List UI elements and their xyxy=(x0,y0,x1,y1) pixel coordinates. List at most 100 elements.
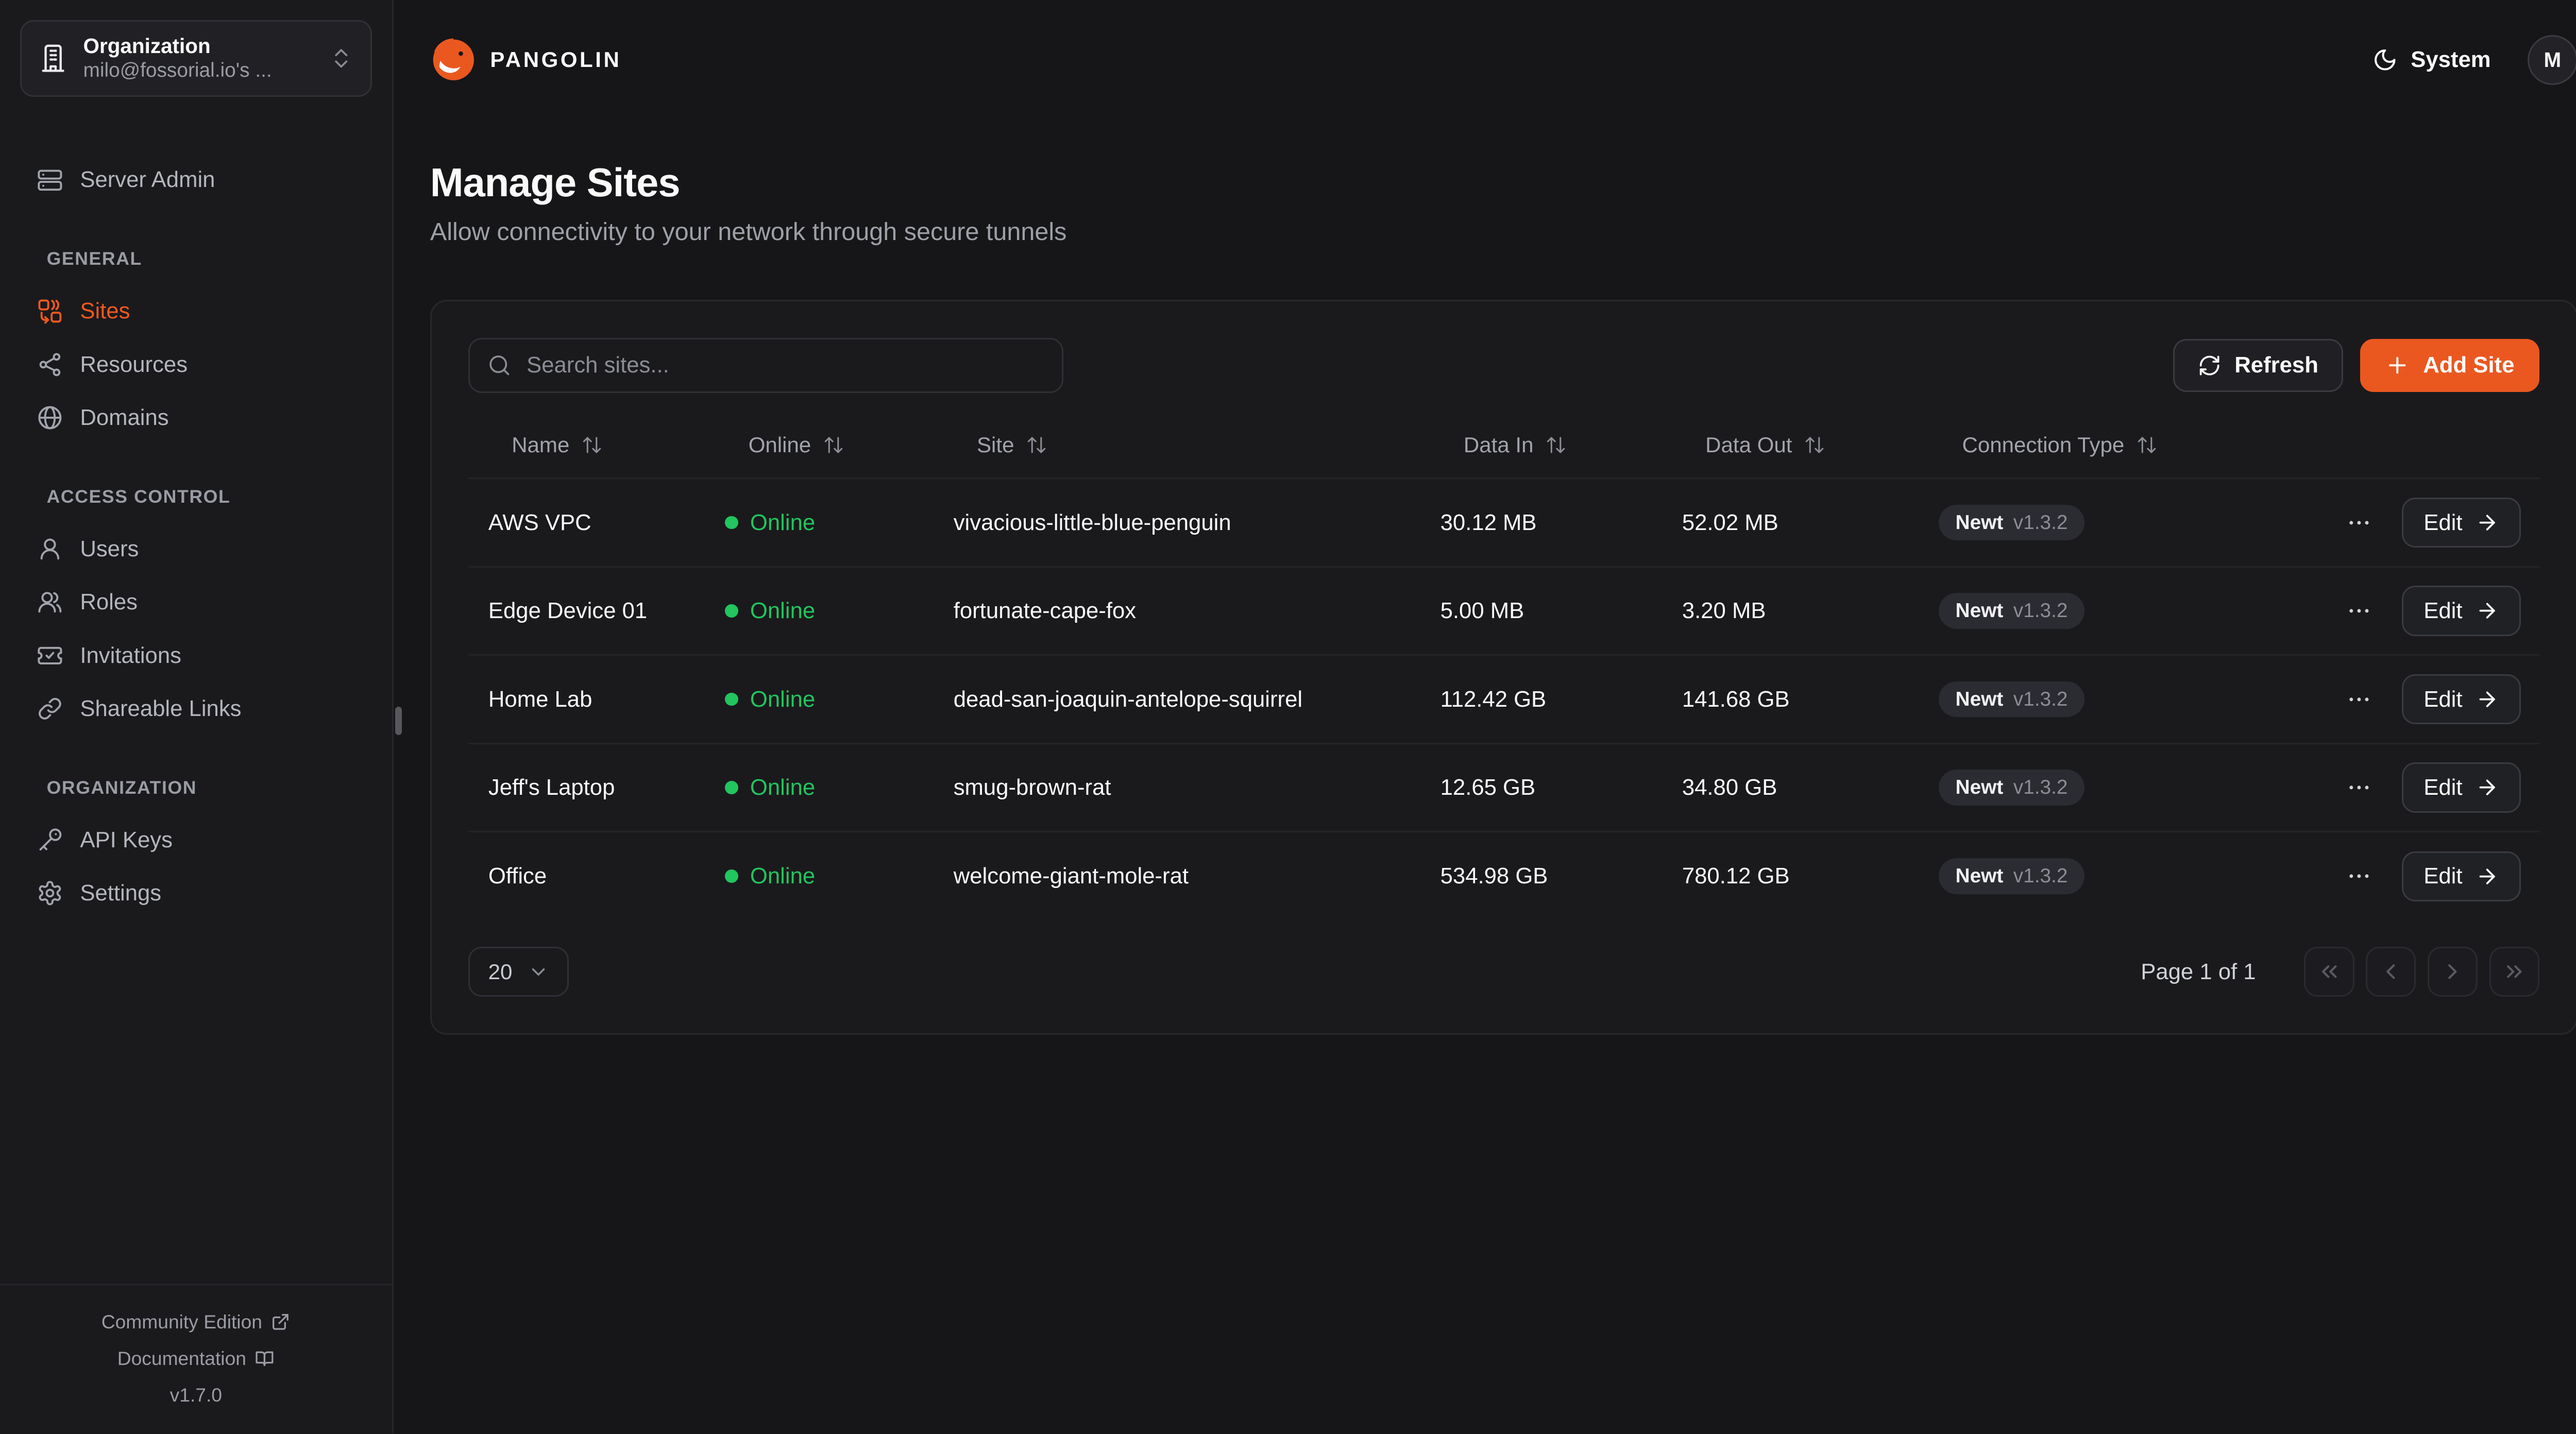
actions-cell: Edit xyxy=(2318,566,2541,655)
page-header: Manage Sites Allow connectivity to your … xyxy=(394,120,2576,246)
sort-icon xyxy=(581,434,603,456)
row-menu-button[interactable] xyxy=(2339,499,2379,546)
status-label: Online xyxy=(750,775,816,800)
sites-table-body: AWS VPC Online vivacious-little-blue-pengu… xyxy=(468,477,2541,920)
key-icon xyxy=(37,827,63,853)
sort-icon xyxy=(2136,434,2158,456)
page-size-select[interactable]: 20 xyxy=(468,947,569,997)
sidebar-item-invitations[interactable]: Invitations xyxy=(20,629,372,682)
edit-label: Edit xyxy=(2424,686,2463,712)
online-dot-icon xyxy=(725,869,739,883)
sidebar-item-server-admin[interactable]: Server Admin xyxy=(20,153,372,207)
sidebar-item-shareable-links[interactable]: Shareable Links xyxy=(20,682,372,736)
row-menu-button[interactable] xyxy=(2339,588,2379,635)
data-in-cell: 12.65 GB xyxy=(1420,742,1663,832)
first-page-button[interactable] xyxy=(2304,947,2354,997)
sidebar-item-api-keys[interactable]: API Keys xyxy=(20,813,372,867)
next-page-button[interactable] xyxy=(2427,947,2478,997)
sort-online-button[interactable]: Online xyxy=(749,433,844,457)
link-icon xyxy=(37,695,63,722)
org-switcher-label: Organization xyxy=(83,33,211,58)
actions-cell: Edit xyxy=(2318,654,2541,744)
ellipsis-icon xyxy=(2346,686,2372,713)
server-icon xyxy=(37,167,63,194)
edit-button[interactable]: Edit xyxy=(2402,497,2521,548)
chevrons-right-icon xyxy=(2502,959,2527,984)
online-dot-icon xyxy=(725,692,739,706)
connection-version: v1.3.2 xyxy=(2013,776,2068,799)
sort-name-button[interactable]: Name xyxy=(512,433,603,457)
search-input[interactable] xyxy=(468,338,1064,393)
row-menu-button[interactable] xyxy=(2339,764,2379,811)
sidebar-item-label: Settings xyxy=(80,880,162,906)
data-in-cell: 534.98 GB xyxy=(1420,831,1663,920)
site-id-cell: fortunate-cape-fox xyxy=(933,566,1420,655)
data-in-cell: 5.00 MB xyxy=(1420,566,1663,655)
nav-section-access-control: ACCESS CONTROL xyxy=(46,486,231,507)
org-switcher[interactable]: Organization milo@fossorial.io's ... xyxy=(20,20,372,97)
site-status-cell: Online xyxy=(705,742,934,832)
user-avatar[interactable]: M xyxy=(2527,35,2576,86)
community-edition-link[interactable]: Community Edition xyxy=(0,1304,392,1340)
sidebar-item-sites[interactable]: Sites xyxy=(20,284,372,338)
previous-page-button[interactable] xyxy=(2366,947,2416,997)
pangolin-logo-icon xyxy=(433,38,474,81)
combine-icon xyxy=(37,298,63,325)
site-status-cell: Online xyxy=(705,654,934,744)
row-menu-button[interactable] xyxy=(2339,853,2379,900)
table-row: Jeff's Laptop Online smug-brown-rat 12.65 G… xyxy=(468,742,2541,832)
edit-button[interactable]: Edit xyxy=(2402,851,2521,901)
edit-label: Edit xyxy=(2424,863,2463,889)
connection-badge: Newt v1.3.2 xyxy=(1939,593,2084,629)
brand[interactable]: PANGOLIN xyxy=(430,37,622,83)
users-icon xyxy=(37,589,63,616)
chevrons-up-down-icon xyxy=(329,46,354,71)
add-site-button[interactable]: Add Site xyxy=(2360,338,2539,392)
pagination-controls: Page 1 of 1 xyxy=(2141,947,2539,997)
sort-data-out-button[interactable]: Data Out xyxy=(1705,433,1825,457)
sort-site-button[interactable]: Site xyxy=(977,433,1047,457)
sort-data-in-button[interactable]: Data In xyxy=(1464,433,1567,457)
edit-button[interactable]: Edit xyxy=(2402,762,2521,813)
site-id-cell: welcome-giant-mole-rat xyxy=(933,831,1420,920)
table-row: Home Lab Online dead-san-joaquin-antelope-… xyxy=(468,654,2541,744)
connection-type-cell: Newt v1.3.2 xyxy=(1919,477,2319,567)
last-page-button[interactable] xyxy=(2489,947,2539,997)
connection-name: Newt xyxy=(1955,511,2004,534)
sort-icon xyxy=(1804,434,1825,456)
sidebar-item-label: API Keys xyxy=(80,827,173,852)
sidebar-item-roles[interactable]: Roles xyxy=(20,575,372,629)
sidebar-item-resources[interactable]: Resources xyxy=(20,338,372,391)
edit-button[interactable]: Edit xyxy=(2402,674,2521,725)
documentation-link[interactable]: Documentation xyxy=(0,1340,392,1377)
column-header: Data Out xyxy=(1705,433,1792,457)
refresh-button[interactable]: Refresh xyxy=(2173,338,2344,392)
online-dot-icon xyxy=(725,604,739,618)
status-badge: Online xyxy=(725,510,934,536)
site-status-cell: Online xyxy=(705,566,934,655)
sort-connection-type-button[interactable]: Connection Type xyxy=(1962,433,2158,457)
connection-version: v1.3.2 xyxy=(2013,600,2068,622)
row-actions: Edit xyxy=(2339,497,2541,548)
community-edition-label: Community Edition xyxy=(101,1310,262,1333)
site-name-cell: Office xyxy=(468,831,705,920)
online-dot-icon xyxy=(725,516,739,530)
sidebar-item-domains[interactable]: Domains xyxy=(20,391,372,445)
connection-name: Newt xyxy=(1955,865,2004,887)
edit-button[interactable]: Edit xyxy=(2402,586,2521,636)
row-menu-button[interactable] xyxy=(2339,676,2379,723)
site-id-cell: vivacious-little-blue-penguin xyxy=(933,477,1420,567)
theme-toggle[interactable]: System xyxy=(2372,47,2491,73)
table-header-row: Name Online Site Data In Data Out Connec… xyxy=(468,416,2540,479)
page-info: Page 1 of 1 xyxy=(2141,959,2256,984)
status-label: Online xyxy=(750,863,816,889)
site-name-cell: Jeff's Laptop xyxy=(468,742,705,832)
sidebar-item-users[interactable]: Users xyxy=(20,522,372,576)
plus-icon xyxy=(2385,353,2410,378)
sidebar-item-settings[interactable]: Settings xyxy=(20,867,372,920)
globe-icon xyxy=(37,404,63,431)
sidebar-item-label: Users xyxy=(80,536,139,561)
sidebar-resize-handle[interactable] xyxy=(395,707,402,736)
row-actions: Edit xyxy=(2339,851,2541,901)
data-out-cell: 3.20 MB xyxy=(1662,566,1919,655)
